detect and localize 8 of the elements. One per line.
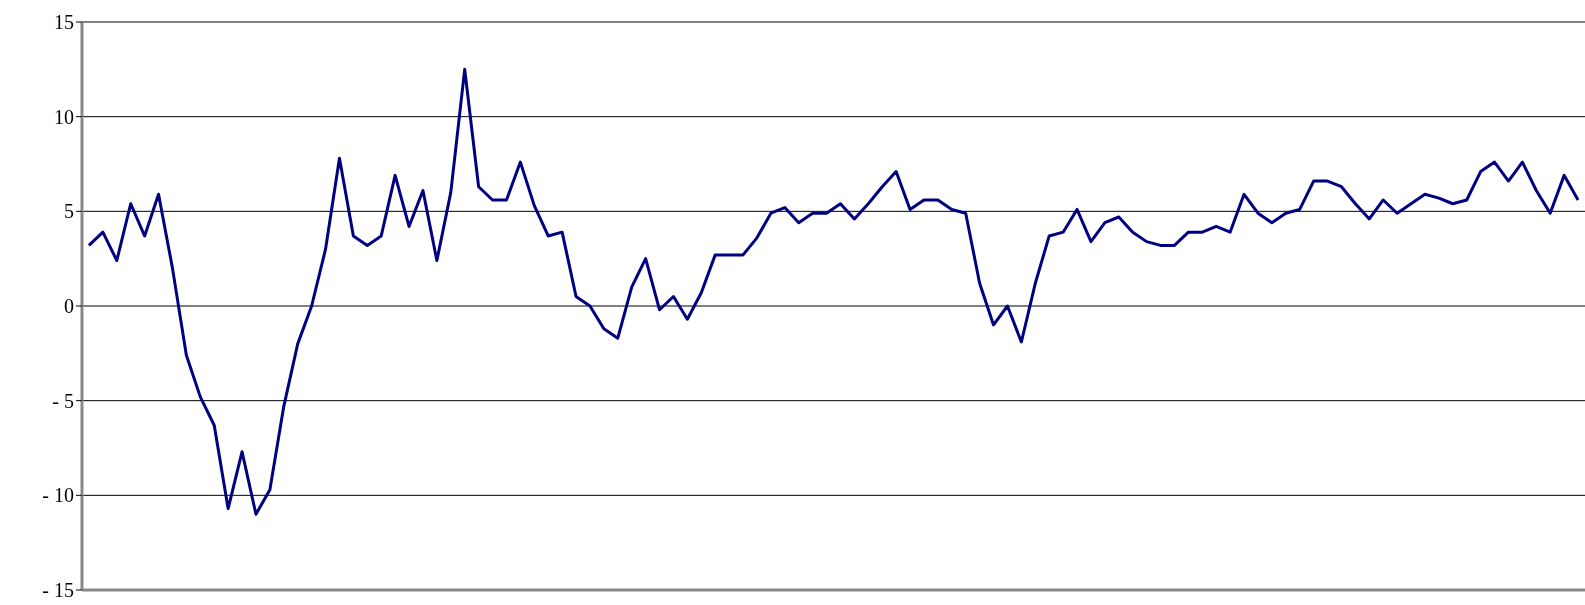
y-tick-label: 0 (64, 295, 74, 318)
y-tick-label: - 10 (42, 484, 74, 507)
line-series (87, 67, 1580, 516)
y-tick-label: - 5 (52, 389, 74, 412)
y-tick-label: 15 (54, 11, 74, 34)
y-tick-label: - 15 (42, 579, 74, 602)
y-tick-label: 5 (64, 200, 74, 223)
y-tick-label: 10 (54, 105, 74, 128)
